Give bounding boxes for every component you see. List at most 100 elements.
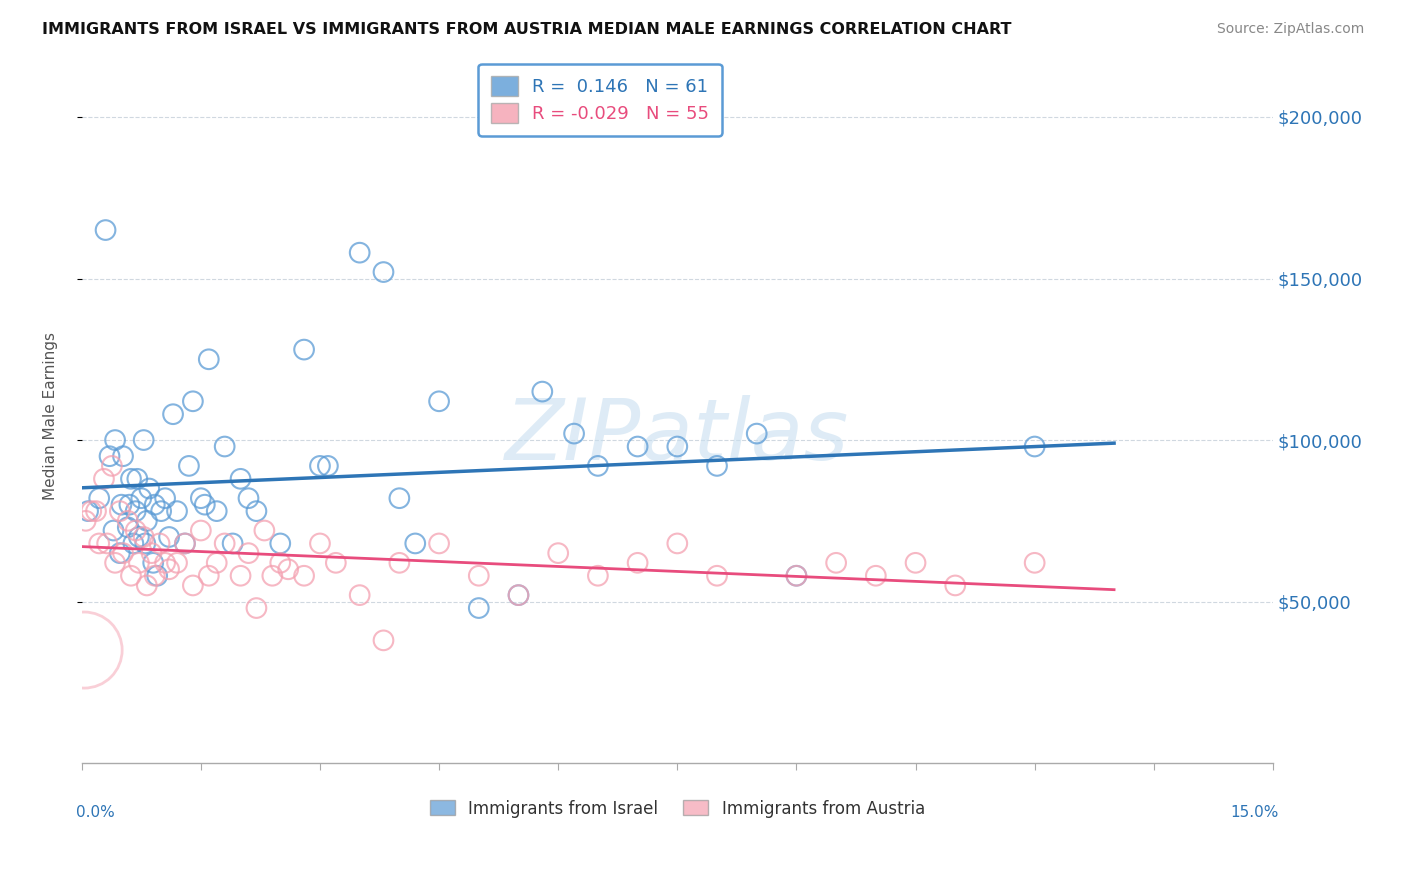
Point [427, 394, 450, 409]
Point [111, 449, 134, 463]
Point [146, 568, 169, 582]
Text: Source: ZipAtlas.com: Source: ZipAtlas.com [1216, 22, 1364, 37]
Point [245, 601, 267, 615]
Point [373, 265, 395, 279]
Point [238, 546, 260, 560]
Point [117, 514, 139, 528]
Point [166, 504, 188, 518]
Point [150, 504, 173, 518]
Point [190, 524, 212, 538]
Point [153, 491, 176, 506]
Point [197, 568, 219, 582]
Point [785, 568, 807, 582]
Point [309, 458, 332, 473]
Point [205, 504, 228, 518]
Point [96, 536, 118, 550]
Point [128, 530, 150, 544]
Point [73, 643, 96, 657]
Text: 0.0%: 0.0% [76, 805, 114, 820]
Point [229, 472, 252, 486]
Point [349, 588, 371, 602]
Point [181, 578, 204, 592]
Point [101, 458, 124, 473]
Point [134, 536, 156, 550]
Point [706, 568, 728, 582]
Point [111, 546, 134, 560]
Point [120, 568, 142, 582]
Point [190, 491, 212, 506]
Point [127, 472, 149, 486]
Point [626, 440, 648, 454]
Point [166, 556, 188, 570]
Point [108, 504, 131, 518]
Point [253, 524, 276, 538]
Point [135, 578, 157, 592]
Point [404, 536, 426, 550]
Point [194, 498, 217, 512]
Point [110, 498, 132, 512]
Point [125, 524, 148, 538]
Point [316, 458, 339, 473]
Point [262, 568, 284, 582]
Point [128, 556, 150, 570]
Point [277, 562, 299, 576]
Point [135, 514, 157, 528]
Point [162, 407, 184, 421]
Point [84, 504, 107, 518]
Y-axis label: Median Male Earnings: Median Male Earnings [44, 332, 58, 500]
Point [388, 556, 411, 570]
Point [77, 504, 100, 518]
Point [120, 472, 142, 486]
Point [269, 556, 291, 570]
Point [221, 536, 243, 550]
Point [214, 536, 236, 550]
Point [904, 556, 927, 570]
Point [89, 536, 111, 550]
Point [325, 556, 347, 570]
Point [666, 536, 689, 550]
Point [238, 491, 260, 506]
Point [141, 546, 163, 560]
Point [153, 556, 176, 570]
Point [129, 491, 152, 506]
Point [138, 482, 160, 496]
Point [132, 530, 155, 544]
Point [865, 568, 887, 582]
Point [143, 568, 166, 582]
Point [104, 556, 127, 570]
Point [269, 536, 291, 550]
Point [508, 588, 530, 602]
Point [103, 524, 125, 538]
Point [785, 568, 807, 582]
Point [214, 440, 236, 454]
Point [626, 556, 648, 570]
Point [245, 504, 267, 518]
Point [93, 472, 115, 486]
Text: IMMIGRANTS FROM ISRAEL VS IMMIGRANTS FROM AUSTRIA MEDIAN MALE EARNINGS CORRELATI: IMMIGRANTS FROM ISRAEL VS IMMIGRANTS FRO… [42, 22, 1012, 37]
Point [143, 498, 166, 512]
Point [205, 556, 228, 570]
Point [181, 394, 204, 409]
Point [174, 536, 197, 550]
Point [75, 514, 97, 528]
Point [174, 536, 197, 550]
Point [547, 546, 569, 560]
Point [118, 498, 141, 512]
Point [388, 491, 411, 506]
Point [157, 530, 180, 544]
Point [309, 536, 332, 550]
Text: 15.0%: 15.0% [1230, 805, 1279, 820]
Point [562, 426, 585, 441]
Point [1024, 556, 1046, 570]
Point [125, 504, 148, 518]
Point [468, 601, 491, 615]
Point [531, 384, 554, 399]
Point [104, 433, 127, 447]
Point [373, 633, 395, 648]
Point [586, 458, 609, 473]
Point [229, 568, 252, 582]
Point [1024, 440, 1046, 454]
Point [468, 568, 491, 582]
Point [943, 578, 966, 592]
Point [706, 458, 728, 473]
